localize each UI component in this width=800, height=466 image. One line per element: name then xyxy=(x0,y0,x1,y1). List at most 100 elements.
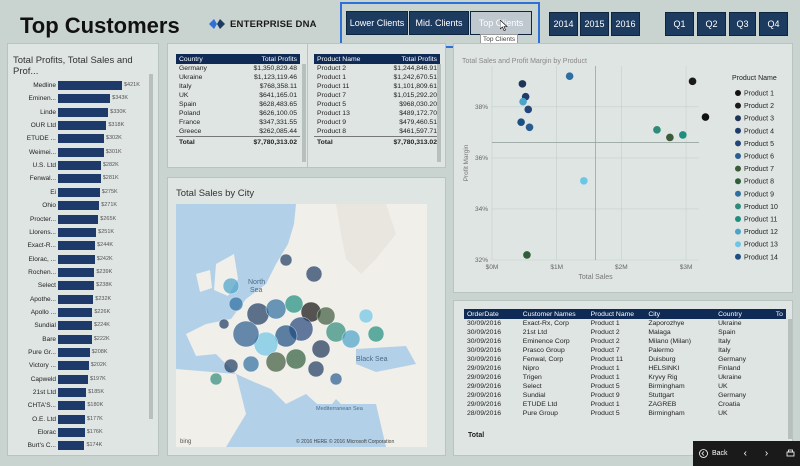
orders-scrollbar[interactable] xyxy=(788,319,792,439)
country-header[interactable]: Country xyxy=(176,54,227,64)
legend-label[interactable]: Product 2 xyxy=(744,103,774,110)
scatter-point[interactable] xyxy=(517,118,525,126)
table-row[interactable]: 29/09/2016 Trigen Product 1 Kryvy Rig Ukrain… xyxy=(464,373,786,382)
quarter-q2-button[interactable]: Q2 xyxy=(697,12,726,36)
bar-row[interactable]: Linde $330K xyxy=(8,107,158,118)
bar[interactable] xyxy=(58,147,104,157)
bar[interactable] xyxy=(58,81,122,90)
legend-label[interactable]: Product 12 xyxy=(744,229,778,236)
legend-label[interactable]: Product 7 xyxy=(744,166,774,173)
bar-row[interactable]: U.S. Ltd $282K xyxy=(8,160,158,171)
bar-row[interactable]: Apothe... $232K xyxy=(8,294,158,305)
scatter-chart[interactable]: $0M $1M $2M $3M 32% 34% 36% 38% Total Sales Profi… xyxy=(454,44,792,292)
bar-row[interactable]: Elorac $176K xyxy=(8,427,158,438)
table-row[interactable]: France $347,331.55 xyxy=(176,118,300,127)
bar-row[interactable]: Medline $421K xyxy=(8,80,158,91)
city-header[interactable]: City xyxy=(645,309,716,319)
bar-row[interactable]: OUR Ltd $318K xyxy=(8,120,158,131)
bar-row[interactable]: Procter... $265K xyxy=(8,214,158,225)
scatter-point[interactable] xyxy=(523,251,531,259)
table-row[interactable]: 30/09/2016 Prasco Group Product 7 Palermo It… xyxy=(464,346,786,355)
lower-clients-button[interactable]: Lower Clients xyxy=(346,11,408,35)
table-row[interactable]: Product 1 $1,242,670.51 xyxy=(314,73,440,82)
bar-row[interactable]: Sundial $224K xyxy=(8,320,158,331)
table-row[interactable]: Product 13 $489,172.70 xyxy=(314,109,440,118)
scatter-point[interactable] xyxy=(518,80,527,88)
bar[interactable] xyxy=(58,254,95,264)
bar-row[interactable]: Llorens... $251K xyxy=(8,227,158,238)
table-row[interactable]: Product 9 $479,460.51 xyxy=(314,118,440,127)
table-row[interactable]: Germany $1,350,829.48 xyxy=(176,64,300,73)
table-row[interactable]: Greece $262,085.44 xyxy=(176,127,300,136)
prev-page-icon[interactable]: ‹ xyxy=(743,448,747,459)
bar-row[interactable]: Pure Gr... $208K xyxy=(8,347,158,358)
product-scrollbar[interactable] xyxy=(437,64,441,162)
legend-label[interactable]: Product 1 xyxy=(744,91,774,98)
bar[interactable] xyxy=(58,361,89,371)
legend-label[interactable]: Product 9 xyxy=(744,191,774,198)
scatter-point[interactable] xyxy=(653,126,661,134)
bar[interactable] xyxy=(58,161,101,171)
table-row[interactable]: 28/09/2016 Pure Group Product 5 Birmingham U… xyxy=(464,409,786,418)
scatter-point[interactable] xyxy=(565,72,574,81)
customer-names-header[interactable]: Customer Names xyxy=(519,309,588,319)
table-row[interactable]: Product 7 $1,015,292.20 xyxy=(314,91,440,100)
product-name-col-header[interactable]: Product Name xyxy=(587,309,646,319)
scatter-point[interactable] xyxy=(666,133,674,142)
bar-row[interactable]: Exact-R... $244K xyxy=(8,240,158,251)
legend-label[interactable]: Product 5 xyxy=(744,141,774,148)
bar[interactable] xyxy=(58,414,85,424)
bar-row[interactable]: Apollo ... $226K xyxy=(8,307,158,318)
scatter-point[interactable] xyxy=(524,105,533,114)
table-row[interactable]: Product 11 $1,101,809.61 xyxy=(314,82,440,91)
bar-row[interactable]: Elorac, ... $242K xyxy=(8,254,158,265)
bar-row[interactable]: Weimei... $301K xyxy=(8,147,158,158)
bar[interactable] xyxy=(58,374,88,384)
bar-row[interactable]: Capweld $197K xyxy=(8,374,158,385)
bar[interactable] xyxy=(58,428,85,438)
scatter-point[interactable] xyxy=(701,113,710,121)
orderdate-header[interactable]: OrderDate xyxy=(464,309,520,319)
europe-map[interactable]: North Sea Black Sea Mediterranean Sea xyxy=(176,204,427,447)
bar[interactable] xyxy=(58,294,94,304)
table-row[interactable]: 29/09/2016 Sundial Product 9 Stuttgart Germa… xyxy=(464,391,786,400)
bar[interactable] xyxy=(58,388,87,398)
table-row[interactable]: Product 2 $1,244,846.91 xyxy=(314,64,440,73)
scatter-point[interactable] xyxy=(525,123,534,132)
year-2014-button[interactable]: 2014 xyxy=(549,12,578,36)
legend-label[interactable]: Product 6 xyxy=(744,154,774,161)
bar[interactable] xyxy=(58,121,107,131)
bar[interactable] xyxy=(58,107,109,117)
bar[interactable] xyxy=(58,267,95,277)
bar-row[interactable]: CHTA'S... $180K xyxy=(8,400,158,411)
bar-row[interactable]: Eminen... $343K xyxy=(8,93,158,104)
table-row[interactable]: 30/09/2016 Exact-Rx, Corp Product 1 Zaporoz… xyxy=(464,319,786,328)
country-scrollbar[interactable] xyxy=(302,64,306,162)
table-row[interactable]: Ukraine $1,123,119.46 xyxy=(176,73,300,82)
legend-label[interactable]: Product 13 xyxy=(744,242,778,249)
table-row[interactable]: Poland $626,100.05 xyxy=(176,109,300,118)
bar[interactable] xyxy=(58,348,90,357)
legend-label[interactable]: Product 3 xyxy=(744,116,774,123)
bar-row[interactable]: Ei $275K xyxy=(8,187,158,198)
legend-label[interactable]: Product 11 xyxy=(744,217,777,224)
bar-row[interactable]: 21st Ltd $185K xyxy=(8,387,158,398)
bar[interactable] xyxy=(58,281,95,291)
table-row[interactable]: 30/09/2016 21st Ltd Product 2 Malaga Spain xyxy=(464,328,786,337)
bar[interactable] xyxy=(58,94,111,104)
table-row[interactable]: Spain $628,483.65 xyxy=(176,100,300,109)
mid-clients-button[interactable]: Mid. Clients xyxy=(409,11,469,35)
bar-row[interactable]: O.E. Ltd $177K xyxy=(8,414,158,425)
print-icon[interactable] xyxy=(786,449,795,458)
bar[interactable] xyxy=(58,201,100,211)
bar-row[interactable]: Select $238K xyxy=(8,280,158,291)
scatter-point[interactable] xyxy=(519,97,527,106)
bar[interactable] xyxy=(58,441,85,451)
legend-label[interactable]: Product 8 xyxy=(744,179,774,186)
bar[interactable] xyxy=(58,307,93,317)
bar-row[interactable]: Bare $222K xyxy=(8,334,158,345)
bar[interactable] xyxy=(58,401,86,411)
bar-row[interactable]: Rochen... $239K xyxy=(8,267,158,278)
bar[interactable] xyxy=(58,174,101,184)
profits-scrollbar[interactable] xyxy=(149,74,153,419)
